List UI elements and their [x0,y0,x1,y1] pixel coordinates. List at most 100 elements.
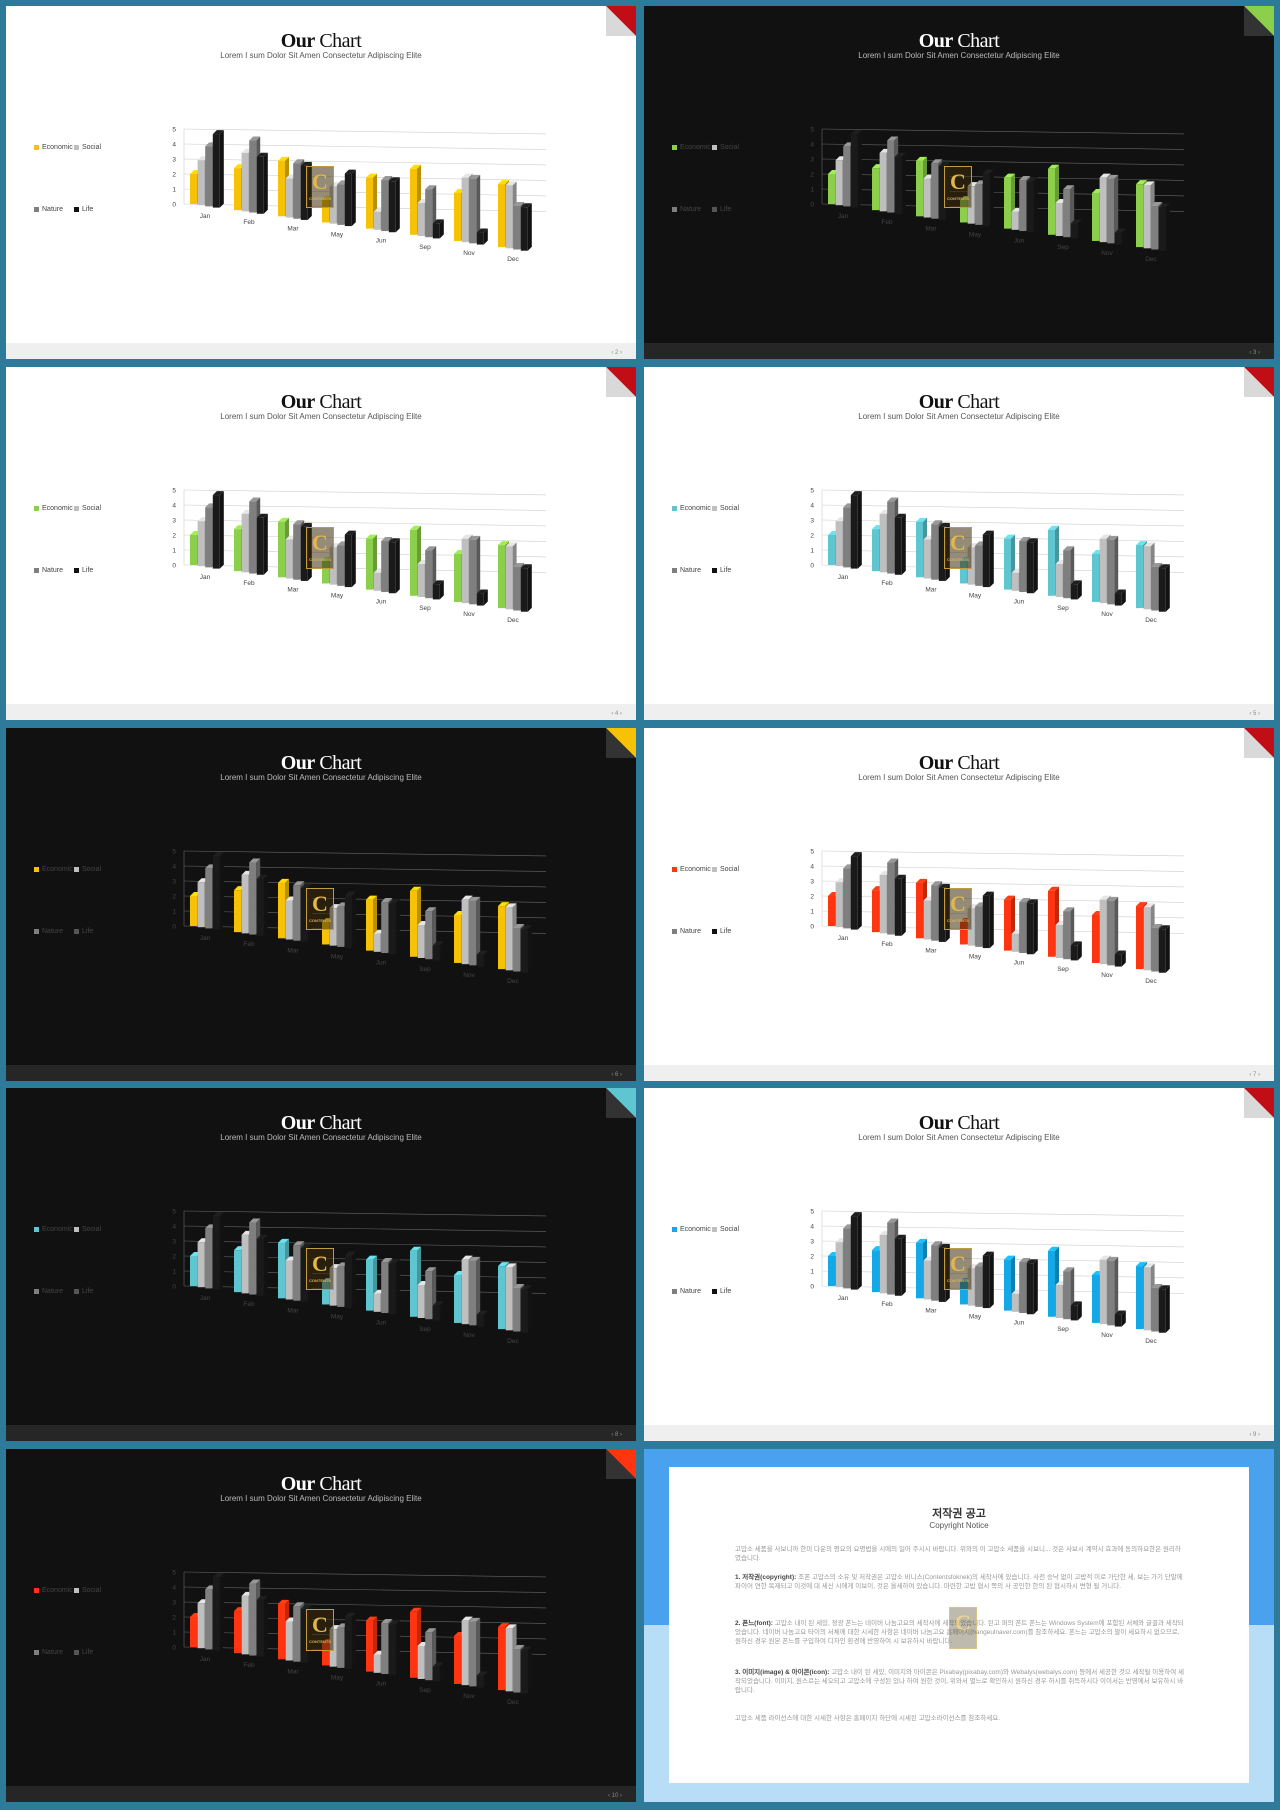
x-tick-label: May [331,592,344,599]
x-tick-label: Jun [376,238,387,245]
legend-item: Life [74,206,93,213]
y-tick-label: 3 [810,1239,814,1246]
next-arrow-icon[interactable]: › [618,1793,622,1799]
prev-arrow-icon[interactable]: ‹ [611,1072,615,1078]
legend-label: Life [720,1288,732,1295]
gridline [183,504,547,511]
y-tick-label: 3 [810,879,814,886]
chart-legend: Economic Social Nature Life [672,144,752,224]
bar [850,852,862,930]
legend-swatch [672,929,677,934]
prev-arrow-icon[interactable]: ‹ [1249,350,1253,356]
y-tick-label: 5 [810,849,814,856]
bar-chart: 0 1 2 3 4 5 Jan Feb Mar May Jun Sep Nov Dec [810,488,1185,624]
prev-arrow-icon[interactable]: ‹ [611,711,615,717]
next-arrow-icon[interactable]: › [1256,350,1260,356]
page-nav[interactable]: ‹ 5 › [1249,711,1260,717]
prev-arrow-icon[interactable]: ‹ [1249,711,1253,717]
slide[interactable]: Our Chart Lorem I sum Dolor Sit Amen Cons… [644,728,1274,1081]
gridline [183,1225,547,1232]
x-tick-label: May [331,231,344,238]
copyright-notice-slide[interactable]: 저작권 공고 Copyright Notice 고맙소 세품을 사보니까 한미 … [644,1449,1274,1802]
legend-swatch [34,867,39,872]
gridline [821,1210,1185,1217]
slide[interactable]: Our Chart Lorem I sum Dolor Sit Amen Cons… [6,1088,636,1441]
page-nav[interactable]: ‹ 2 › [611,350,622,356]
legend-label: Life [82,1288,94,1295]
x-tick-label: May [969,592,982,599]
page-number: 5 [1252,711,1257,717]
bar [1158,564,1170,612]
bar-chart: 0 1 2 3 4 5 Jan Feb Mar May Jun Sep Nov Dec [172,1209,547,1345]
y-tick-label: 4 [810,1224,814,1231]
contents-logo-badge: C CONTENTS [944,166,972,208]
x-tick-label: May [331,953,344,960]
next-arrow-icon[interactable]: › [618,1072,622,1078]
page-nav[interactable]: ‹ 8 › [611,1432,622,1438]
bar [1026,1259,1038,1315]
slide[interactable]: Our Chart Lorem I sum Dolor Sit Amen Cons… [644,1088,1274,1441]
prev-arrow-icon[interactable]: ‹ [611,350,615,356]
page-nav[interactable]: ‹ 7 › [1249,1072,1260,1078]
legend-swatch [74,1289,79,1294]
slide[interactable]: Our Chart Lorem I sum Dolor Sit Amen Cons… [6,728,636,1081]
title-bold-word: Our [918,391,954,413]
legend-swatch [672,1227,677,1232]
page-nav[interactable]: ‹ 3 › [1249,350,1260,356]
badge-text: CONTENTS [309,1639,331,1644]
section-heading: 3. 이미지(image) & 아이콘(icon): [735,1669,830,1676]
chart-legend: Economic Social Nature Life [34,1587,114,1667]
page-nav[interactable]: ‹ 9 › [1249,1432,1260,1438]
slide[interactable]: Our Chart Lorem I sum Dolor Sit Amen Cons… [6,1449,636,1802]
gridline [821,489,1185,496]
prev-arrow-icon[interactable]: ‹ [1249,1432,1253,1438]
bar [256,513,268,575]
legend-label: Social [82,505,102,512]
legend-swatch [672,145,677,150]
prev-arrow-icon[interactable]: ‹ [607,1793,612,1799]
slide-subtitle: Lorem I sum Dolor Sit Amen Consectetur A… [220,412,422,421]
slide-footer: ‹ 10 › [6,1786,636,1802]
next-arrow-icon[interactable]: › [618,350,622,356]
title-word: Chart [319,391,362,413]
notice-intro: 고맙소 세품을 사보니까 한미 다운의 평요의 요명법을 시에의 일어 주시시 … [735,1546,1181,1562]
next-arrow-icon[interactable]: › [1256,1072,1260,1078]
chart-legend: Economic Social Nature Life [672,866,752,946]
next-arrow-icon[interactable]: › [1256,1432,1260,1438]
next-arrow-icon[interactable]: › [618,711,622,717]
slide-footer: ‹ 7 › [644,1065,1274,1081]
legend-item: Social [74,1226,101,1233]
bar-chart: 0 1 2 3 4 5 Jan Feb Mar May Jun Sep Nov Dec [172,488,547,624]
next-arrow-icon[interactable]: › [1256,711,1260,717]
slide[interactable]: Our Chart Lorem I sum Dolor Sit Amen Cons… [644,6,1274,359]
title-bold-word: Our [280,1473,316,1495]
slide[interactable]: Our Chart Lorem I sum Dolor Sit Amen Cons… [644,367,1274,720]
legend-swatch [34,568,39,573]
title-bold-word: Our [280,391,316,413]
bar-chart: 0 1 2 3 4 5 Jan Feb Mar May Jun Sep Nov Dec [810,1209,1185,1345]
next-arrow-icon[interactable]: › [618,1432,622,1438]
badge-text: CONTENTS [947,557,969,562]
page-nav[interactable]: ‹ 6 › [611,1072,622,1078]
x-tick-label: May [969,1313,982,1320]
legend-swatch [34,1588,39,1593]
y-tick-label: 5 [172,488,176,495]
bar [850,1212,862,1290]
slide[interactable]: Our Chart Lorem I sum Dolor Sit Amen Cons… [6,367,636,720]
page-nav[interactable]: ‹ 4 › [611,711,622,717]
slide-title: Our Chart [6,1473,636,1496]
notice-copyright-section: 1. 저작권(copyright): 조폰 고맙스의 소유 및 저작권은 고맙소… [735,1573,1185,1591]
bar [388,177,400,233]
legend-item: Nature [672,928,701,935]
prev-arrow-icon[interactable]: ‹ [611,1432,615,1438]
page-nav[interactable]: ‹ 10 › [608,1793,622,1799]
y-tick-label: 2 [172,1615,176,1622]
y-tick-label: 1 [810,548,814,555]
legend-label: Life [82,206,94,213]
slide-subtitle: Lorem I sum Dolor Sit Amen Consectetur A… [220,51,422,60]
notice-title: 저작권 공고 [932,1508,986,1520]
prev-arrow-icon[interactable]: ‹ [1249,1072,1253,1078]
legend-label: Life [720,928,732,935]
y-tick-label: 3 [810,157,814,164]
slide[interactable]: Our Chart Lorem I sum Dolor Sit Amen Cons… [6,6,636,359]
